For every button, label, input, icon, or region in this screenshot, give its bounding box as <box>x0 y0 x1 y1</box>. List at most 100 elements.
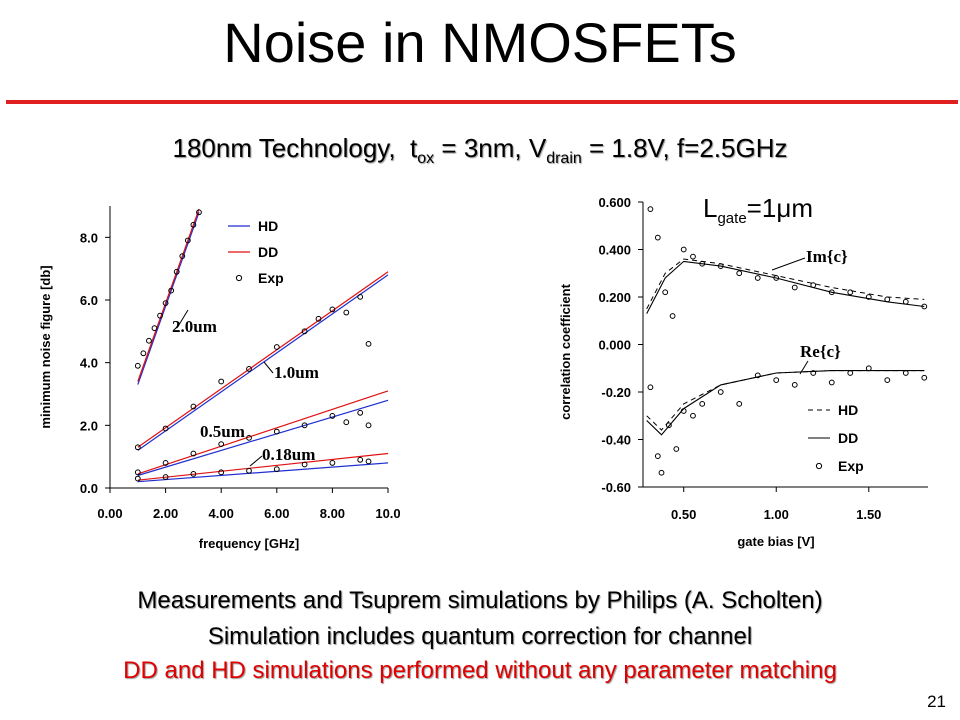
lgate-eq: =1 <box>746 193 777 223</box>
chart1-exp-point <box>162 474 169 480</box>
chart2-exp-point <box>810 282 817 289</box>
chart2-exp-point <box>647 206 654 213</box>
chart2-annotation: Re{c} <box>800 342 841 361</box>
chart2-exp-point <box>717 263 724 270</box>
chart2-exp-point <box>902 298 909 305</box>
chart1-exp-point <box>273 466 280 473</box>
chart2-exp-point <box>884 377 891 384</box>
chart1-y-axis-label: minimum noise figure [db] <box>38 265 53 428</box>
chart1-annotation: 1.0um <box>274 363 319 382</box>
chart1-exp-point <box>184 237 191 244</box>
chart1-x-tick-label: 0.00 <box>97 506 122 521</box>
chart2-exp-point <box>828 379 835 386</box>
chart2-exp-point <box>736 270 743 277</box>
chart1-exp-point <box>134 362 141 369</box>
subtitle-main: 180nm Technology, <box>172 133 396 163</box>
chart2-exp-point <box>791 381 798 388</box>
chart2-exp-point <box>666 422 672 429</box>
chart1-exp-point <box>179 253 186 260</box>
chart1-exp-point <box>357 456 364 463</box>
chart2-exp-point <box>754 372 761 379</box>
chart1-exp-point <box>365 340 372 347</box>
chart1-exp-point <box>190 450 197 457</box>
chart2-exp-point <box>921 303 928 310</box>
lgate-label: Lgate=1μm <box>703 192 813 235</box>
chart2-exp-point <box>690 412 696 419</box>
chart2-y-tick-label: 0.000 <box>598 338 631 353</box>
chart1-legend-dd: DD <box>258 244 278 260</box>
chart2-exp-point <box>680 408 687 414</box>
chart2-exp-point <box>662 289 669 296</box>
chart1-dd-line <box>137 390 389 475</box>
chart1-x-tick-label: 10.0 <box>375 506 400 521</box>
chart1-exp-point <box>151 325 158 332</box>
chart1-exp-point <box>343 309 350 316</box>
chart1-legend-exp-swatch <box>235 274 243 282</box>
chart1-exp-point <box>146 337 152 344</box>
subtitle-v-sub: drain <box>546 150 582 168</box>
chart2-exp-point <box>654 453 661 460</box>
chart1-exp-point <box>301 328 308 335</box>
chart1-annotation-leader <box>263 361 274 374</box>
chart2-exp-point <box>690 253 696 260</box>
chart1-exp-point <box>190 471 197 477</box>
chart2-y-tick-label: -0.20 <box>601 385 631 400</box>
chart1-legend-exp: Exp <box>258 270 284 286</box>
chart1-y-tick-label: 6.0 <box>80 293 98 308</box>
chart1-hd-line <box>137 399 389 477</box>
chart1-x-tick-label: 4.00 <box>209 506 234 521</box>
page-number: 21 <box>927 692 946 711</box>
chart1-exp-point <box>246 467 252 474</box>
chart1-dd-line <box>137 208 200 382</box>
chart1-exp-point <box>190 403 197 410</box>
chart1-hd-line <box>137 462 389 483</box>
chart1-annotation-leader <box>176 309 189 329</box>
chart2-legend-exp-swatch <box>815 462 823 470</box>
chart2-dd-line <box>646 370 925 436</box>
subtitle-mid: = 3nm, V <box>434 133 547 163</box>
chart1-y-tick-label: 8.0 <box>80 230 98 245</box>
subtitle-t-sub: ox <box>417 150 435 168</box>
chart1-x-tick-label: 2.00 <box>153 506 178 521</box>
chart1-exp-point <box>246 366 252 372</box>
chart2-exp-point <box>647 384 654 391</box>
chart1-y-tick-label: 4.0 <box>80 356 98 371</box>
lgate-unit: m <box>791 193 813 223</box>
slide-subtitle: 180nm Technology, tox = 3nm, Vdrain = 1.… <box>0 132 960 175</box>
chart2-exp-point <box>791 284 798 291</box>
chart2-exp-point <box>902 370 909 376</box>
chart1-exp-point <box>173 268 180 275</box>
chart1-exp-point <box>218 469 225 476</box>
slide-title: Noise in NMOSFETs <box>223 11 737 74</box>
chart1-exp-point <box>134 444 141 451</box>
chart2-x-tick-label: 1.00 <box>764 507 789 522</box>
chart2-hd-line <box>646 370 925 431</box>
chart2-x-tick-label: 1.50 <box>856 507 881 522</box>
chart1-exp-point <box>168 287 175 294</box>
chart2-exp-point <box>828 289 835 296</box>
chart1-exp-point <box>196 209 202 216</box>
chart2-annotation-leader <box>799 360 809 375</box>
chart1-exp-point <box>157 312 163 319</box>
chart1-exp-point <box>343 419 350 426</box>
title-divider <box>6 100 958 104</box>
chart1-exp-point <box>162 300 169 307</box>
chart2-annotation: Im{c} <box>806 247 848 266</box>
chart2-hd-line <box>646 258 925 310</box>
chart1-exp-point <box>301 461 308 468</box>
chart1-x-tick-label: 8.00 <box>320 506 345 521</box>
chart2-legend-dd: DD <box>838 430 858 446</box>
bottom-line-3: DD and HD simulations performed without … <box>123 657 837 684</box>
chart1-x-tick-label: 6.00 <box>264 506 289 521</box>
chart2-exp-point <box>865 365 872 372</box>
chart2-y-tick-label: -0.60 <box>601 480 631 495</box>
bottom-line-2: Simulation includes quantum correction f… <box>207 623 753 650</box>
chart1-legend-hd: HD <box>258 218 278 234</box>
chart2-exp-point <box>699 260 706 267</box>
chart1-exp-point <box>365 422 372 429</box>
chart1-exp-point <box>273 428 280 435</box>
chart2-exp-point <box>669 313 676 319</box>
chart1-exp-point <box>162 460 169 466</box>
chart2-exp-point <box>884 296 891 303</box>
